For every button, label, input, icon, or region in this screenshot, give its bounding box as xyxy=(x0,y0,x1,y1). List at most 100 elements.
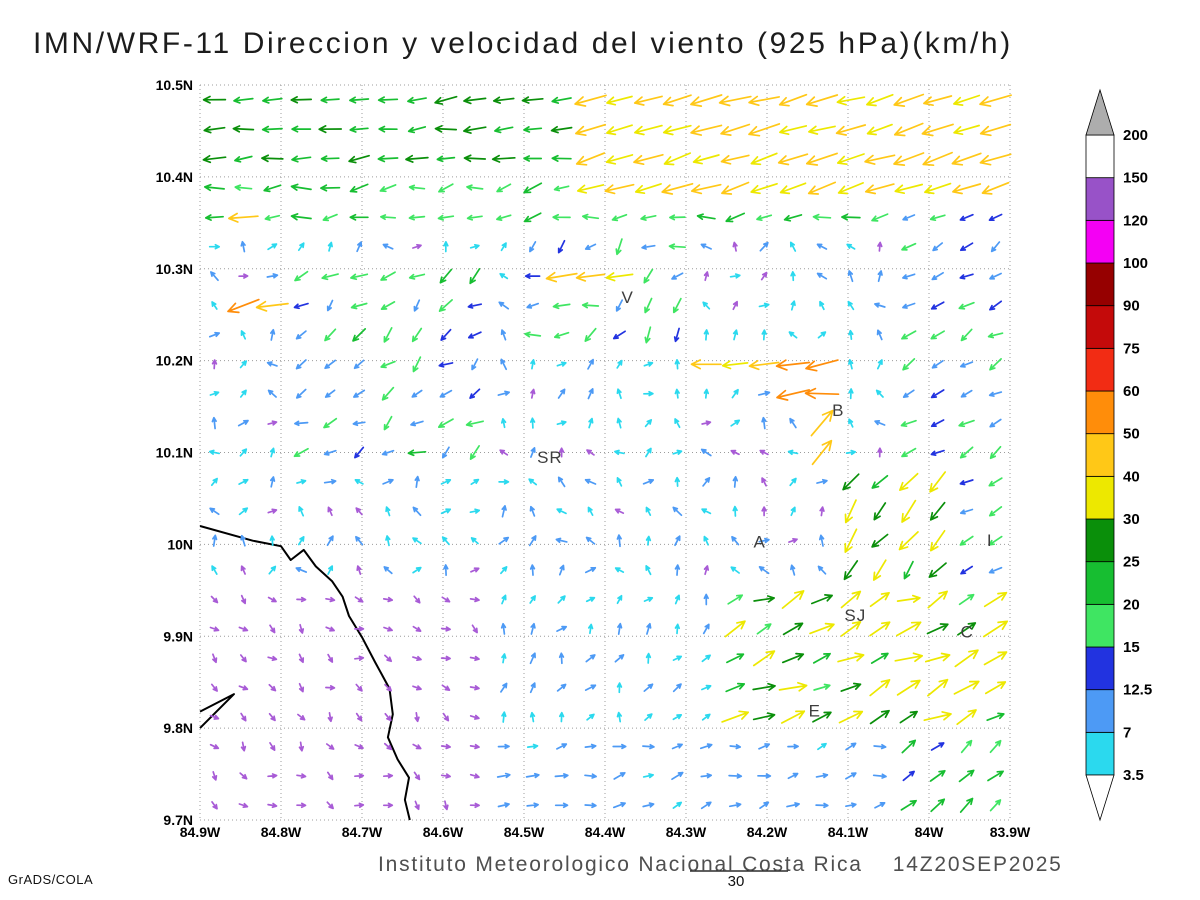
wind-vector xyxy=(298,623,305,634)
y-axis-tick-label: 9.7N xyxy=(163,812,193,828)
wind-vector xyxy=(872,559,887,581)
wind-vector xyxy=(439,389,453,398)
city-label-sr: SR xyxy=(537,448,563,467)
wind-vector xyxy=(441,596,451,603)
wind-vector xyxy=(524,331,542,338)
wind-vector xyxy=(380,301,396,310)
wind-vector xyxy=(586,449,595,456)
colorbar-segment xyxy=(1085,518,1115,563)
wind-vector xyxy=(605,154,634,165)
wind-vector xyxy=(385,506,391,517)
wind-vector xyxy=(407,96,427,104)
wind-vector xyxy=(989,799,1002,812)
wind-vector xyxy=(929,769,946,782)
wind-vector xyxy=(958,593,975,606)
wind-vector xyxy=(295,359,307,370)
wind-vector xyxy=(443,564,449,577)
wind-vector xyxy=(953,94,981,106)
wind-vector xyxy=(553,331,570,339)
wind-vector xyxy=(614,449,625,456)
wind-vector xyxy=(871,213,889,222)
wind-vector xyxy=(748,95,780,107)
wind-vector xyxy=(469,714,480,720)
wind-vector xyxy=(987,770,1004,782)
wind-vector xyxy=(411,389,423,398)
wind-vector xyxy=(753,595,775,603)
wind-vector xyxy=(809,622,835,635)
y-axis-tick-label: 10N xyxy=(167,536,193,552)
wind-vector xyxy=(959,446,974,459)
wind-vector xyxy=(752,650,776,667)
wind-vector xyxy=(238,273,249,279)
wind-vector xyxy=(469,388,481,399)
colorbar-tick-label: 150 xyxy=(1123,170,1148,187)
wind-vector xyxy=(923,711,952,722)
wind-vector xyxy=(255,300,289,312)
colorbar-segment xyxy=(1085,731,1115,776)
wind-vector xyxy=(848,329,854,340)
wind-vector xyxy=(614,654,625,663)
wind-vector xyxy=(384,712,392,722)
wind-vector xyxy=(412,506,422,517)
wind-vector xyxy=(529,652,536,665)
wind-vector xyxy=(845,772,857,780)
wind-vector xyxy=(642,802,655,808)
wind-vector xyxy=(929,214,946,222)
wind-vector xyxy=(318,125,343,134)
wind-vector xyxy=(894,652,924,663)
wind-vector xyxy=(871,474,889,489)
wind-vector xyxy=(864,183,895,195)
wind-vector xyxy=(843,560,859,581)
wind-vector xyxy=(523,212,542,223)
wind-vector xyxy=(384,683,392,692)
wind-vector xyxy=(267,773,278,779)
wind-vector xyxy=(414,800,420,811)
wind-vector xyxy=(959,535,974,546)
wind-vector xyxy=(730,566,740,574)
wind-vector xyxy=(959,213,974,222)
wind-vector xyxy=(875,389,884,398)
wind-vector xyxy=(640,214,657,221)
wind-vector xyxy=(269,447,276,458)
footer: Instituto Meteorologico Nacional Costa R… xyxy=(378,853,1063,877)
wind-vector xyxy=(556,743,568,750)
wind-vector xyxy=(672,683,682,693)
wind-vector xyxy=(838,710,864,724)
wind-vector xyxy=(901,242,917,251)
wind-vector xyxy=(266,273,279,279)
wind-vector xyxy=(641,244,656,250)
wind-vector xyxy=(353,359,365,370)
wind-vector xyxy=(808,125,836,135)
wind-vector xyxy=(412,537,422,545)
wind-vector xyxy=(642,743,655,750)
wind-vector xyxy=(500,329,507,341)
wind-vector xyxy=(926,623,949,635)
wind-vector xyxy=(700,448,712,457)
wind-vector xyxy=(606,95,633,106)
wind-vector xyxy=(412,566,422,574)
wind-vector xyxy=(295,388,307,399)
wind-vector xyxy=(782,622,804,636)
wind-vector xyxy=(780,710,806,724)
wind-vector xyxy=(327,506,333,517)
wind-vector xyxy=(989,300,1003,311)
colorbar-segment xyxy=(1085,219,1115,264)
colorbar-segment xyxy=(1085,646,1115,691)
wind-vector xyxy=(930,330,945,340)
y-axis-tick-label: 10.5N xyxy=(156,77,193,93)
wind-vector xyxy=(381,386,395,401)
wind-vector xyxy=(239,772,248,780)
wind-vector xyxy=(612,743,627,750)
wind-vector xyxy=(730,449,740,456)
wind-vector xyxy=(642,478,655,485)
wind-vector xyxy=(893,152,925,166)
wind-vector xyxy=(643,683,654,692)
wind-vector xyxy=(876,359,883,370)
wind-vector xyxy=(381,449,395,456)
wind-vector xyxy=(501,594,507,605)
colorbar-segment xyxy=(1085,561,1115,605)
wind-vector xyxy=(553,185,570,192)
wind-vector xyxy=(673,327,680,343)
wind-vector xyxy=(874,802,886,809)
wind-vector xyxy=(732,241,738,252)
